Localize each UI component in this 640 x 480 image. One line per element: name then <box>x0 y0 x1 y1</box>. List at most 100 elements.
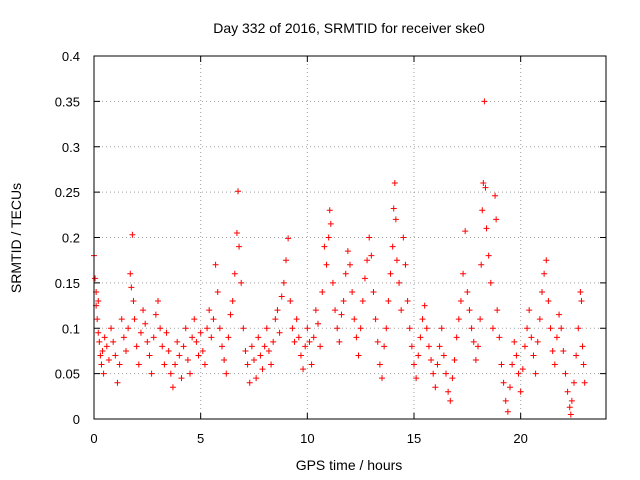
data-point <box>163 329 170 336</box>
data-point <box>475 343 481 350</box>
data-point <box>455 316 462 323</box>
data-point <box>129 231 136 238</box>
data-point <box>280 279 287 286</box>
data-point <box>515 370 522 377</box>
x-tick-label: 0 <box>90 431 97 446</box>
data-point <box>436 343 443 350</box>
data-point <box>246 379 253 386</box>
data-point <box>308 361 315 368</box>
y-tick-label: 0.15 <box>55 276 80 291</box>
data-point <box>229 298 236 305</box>
data-point <box>480 180 487 187</box>
data-point <box>393 257 400 264</box>
data-point <box>489 325 496 332</box>
data-point <box>259 366 266 373</box>
data-point <box>340 298 347 305</box>
data-point <box>556 311 563 318</box>
data-point <box>125 325 132 332</box>
data-point <box>184 357 191 364</box>
data-point <box>172 361 179 368</box>
data-point <box>457 298 464 305</box>
data-point <box>100 370 107 377</box>
data-point <box>323 261 330 268</box>
data-point <box>338 311 345 318</box>
data-point <box>94 316 101 323</box>
data-point <box>493 216 500 223</box>
data-point <box>392 216 399 223</box>
data-point <box>504 408 511 415</box>
data-point <box>547 325 554 332</box>
data-point <box>578 298 585 305</box>
data-point <box>496 334 503 341</box>
data-point <box>300 366 307 373</box>
data-point <box>438 325 445 332</box>
y-tick-label: 0.3 <box>62 140 80 155</box>
data-point <box>225 334 232 341</box>
data-point <box>291 338 298 345</box>
data-point <box>498 361 505 368</box>
data-point <box>263 325 270 332</box>
data-point <box>404 298 411 305</box>
data-point <box>379 375 385 382</box>
data-point <box>227 311 234 318</box>
y-tick-label: 0.05 <box>55 367 80 382</box>
data-point <box>95 298 102 305</box>
data-point <box>509 361 516 368</box>
data-point <box>521 343 528 350</box>
data-point <box>466 307 473 314</box>
data-point <box>485 252 492 259</box>
data-point <box>353 334 360 341</box>
data-point <box>326 207 333 214</box>
data-point <box>238 279 245 286</box>
data-point <box>103 343 110 350</box>
data-point <box>449 375 456 382</box>
data-point <box>199 347 206 354</box>
data-point <box>148 370 155 377</box>
data-points <box>91 98 588 418</box>
data-point <box>389 243 396 250</box>
data-point <box>511 338 518 345</box>
data-point <box>302 343 309 350</box>
data-point <box>274 307 281 314</box>
data-point <box>406 325 413 332</box>
y-tick-label: 0.35 <box>55 94 80 109</box>
data-point <box>470 338 477 345</box>
data-point <box>240 325 247 332</box>
data-point <box>140 307 147 314</box>
data-point <box>551 361 558 368</box>
data-point <box>329 279 336 286</box>
data-point <box>295 334 302 341</box>
data-point <box>479 207 486 214</box>
data-point <box>344 248 351 255</box>
data-point <box>268 361 275 368</box>
data-point <box>472 357 479 364</box>
data-point <box>105 357 112 364</box>
data-point <box>580 361 587 368</box>
data-point <box>545 298 552 305</box>
data-point <box>453 334 460 341</box>
data-point <box>233 229 240 236</box>
data-point <box>342 270 349 277</box>
data-point <box>366 234 373 241</box>
data-point <box>197 329 204 336</box>
data-point <box>128 284 135 291</box>
data-point <box>451 357 458 364</box>
data-point <box>155 298 161 305</box>
data-point <box>208 334 215 341</box>
data-point <box>381 343 388 350</box>
data-point <box>530 352 537 359</box>
data-point <box>97 352 104 359</box>
data-point <box>579 343 586 350</box>
data-point <box>112 352 119 359</box>
data-point <box>285 235 292 242</box>
data-point <box>257 352 264 359</box>
data-point <box>357 325 364 332</box>
data-point <box>152 311 159 318</box>
data-point <box>440 352 447 359</box>
data-point <box>581 379 588 386</box>
data-point <box>417 334 424 341</box>
data-point <box>242 347 249 354</box>
data-point <box>372 316 379 323</box>
data-point <box>101 334 108 341</box>
data-point <box>411 361 417 368</box>
